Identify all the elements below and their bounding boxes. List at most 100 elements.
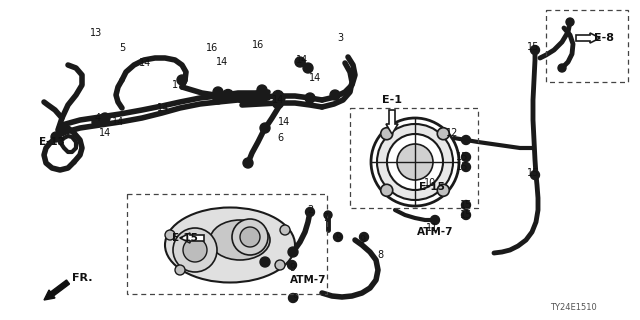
Text: 9: 9 [335, 233, 341, 243]
Circle shape [275, 260, 285, 270]
Circle shape [531, 171, 540, 180]
Circle shape [461, 211, 470, 220]
Circle shape [273, 98, 284, 108]
Text: 2: 2 [307, 205, 313, 215]
Bar [350, 108, 478, 208]
Circle shape [437, 184, 449, 196]
Circle shape [566, 18, 574, 26]
Text: 16: 16 [206, 43, 218, 53]
Text: 14: 14 [272, 95, 284, 105]
Text: 15: 15 [527, 168, 539, 178]
Text: 6: 6 [277, 133, 283, 143]
Circle shape [371, 118, 459, 206]
Circle shape [381, 184, 393, 196]
Circle shape [461, 135, 470, 145]
Circle shape [381, 128, 393, 140]
Circle shape [257, 92, 267, 102]
Circle shape [558, 64, 566, 72]
Circle shape [92, 117, 102, 127]
Circle shape [377, 124, 453, 200]
Circle shape [213, 94, 223, 104]
Text: 14: 14 [216, 57, 228, 67]
Text: E-15: E-15 [419, 182, 445, 192]
Circle shape [303, 63, 313, 73]
Text: 9: 9 [292, 293, 298, 303]
Text: 13: 13 [90, 28, 102, 38]
Circle shape [165, 230, 175, 240]
Circle shape [223, 90, 234, 100]
Circle shape [237, 93, 247, 103]
Text: E-1: E-1 [382, 95, 402, 105]
Circle shape [173, 228, 217, 272]
Text: FR.: FR. [72, 273, 93, 283]
Text: 16: 16 [252, 40, 264, 50]
Circle shape [531, 45, 540, 54]
Circle shape [360, 233, 369, 242]
Text: E-8: E-8 [594, 33, 614, 43]
Circle shape [288, 247, 298, 257]
Circle shape [177, 75, 187, 85]
Text: 1: 1 [172, 80, 178, 90]
Text: 3: 3 [337, 33, 343, 43]
Circle shape [273, 91, 284, 101]
Circle shape [232, 219, 268, 255]
Text: 7: 7 [322, 213, 328, 223]
Text: ATM-7: ATM-7 [417, 227, 453, 237]
Text: ATM-7: ATM-7 [290, 275, 326, 285]
Circle shape [287, 260, 296, 269]
Text: 14: 14 [296, 55, 308, 65]
Circle shape [243, 158, 253, 168]
Circle shape [183, 238, 207, 262]
Circle shape [51, 132, 61, 142]
Text: TY24E1510: TY24E1510 [550, 303, 596, 313]
Text: 14: 14 [157, 103, 169, 113]
Circle shape [240, 227, 260, 247]
Text: 15: 15 [456, 162, 468, 172]
Circle shape [305, 93, 315, 103]
Text: E-15: E-15 [172, 233, 198, 243]
Text: 15: 15 [456, 152, 468, 162]
Text: 14: 14 [139, 58, 151, 68]
Text: 14: 14 [309, 73, 321, 83]
Ellipse shape [210, 220, 270, 260]
Circle shape [387, 134, 443, 190]
FancyArrow shape [44, 280, 70, 300]
Circle shape [461, 201, 470, 210]
Text: 14: 14 [278, 117, 290, 127]
Text: 8: 8 [377, 250, 383, 260]
Circle shape [461, 153, 470, 162]
Circle shape [461, 163, 470, 172]
Circle shape [324, 211, 332, 219]
Circle shape [280, 225, 290, 235]
Circle shape [305, 207, 314, 217]
Text: 9: 9 [359, 235, 365, 245]
Circle shape [213, 87, 223, 97]
Text: E-13: E-13 [39, 137, 65, 147]
Ellipse shape [165, 207, 295, 283]
Circle shape [260, 257, 270, 267]
Text: 4: 4 [95, 113, 101, 123]
Text: 9: 9 [289, 263, 295, 273]
Circle shape [260, 123, 270, 133]
Text: 14: 14 [112, 117, 124, 127]
Circle shape [333, 233, 342, 242]
Circle shape [56, 124, 67, 135]
Circle shape [289, 293, 298, 302]
Circle shape [431, 215, 440, 225]
Text: 14: 14 [99, 128, 111, 138]
Circle shape [100, 113, 110, 123]
Text: 15: 15 [527, 42, 539, 52]
Circle shape [330, 90, 340, 100]
FancyArrow shape [576, 33, 600, 43]
Circle shape [257, 85, 267, 95]
Bar [546, 10, 628, 82]
Text: 10: 10 [424, 178, 436, 188]
Text: 11: 11 [426, 223, 438, 233]
Circle shape [397, 144, 433, 180]
Text: 15: 15 [460, 210, 472, 220]
Circle shape [437, 128, 449, 140]
Text: 15: 15 [460, 200, 472, 210]
Circle shape [295, 57, 305, 67]
Circle shape [175, 265, 185, 275]
FancyArrow shape [386, 110, 398, 134]
